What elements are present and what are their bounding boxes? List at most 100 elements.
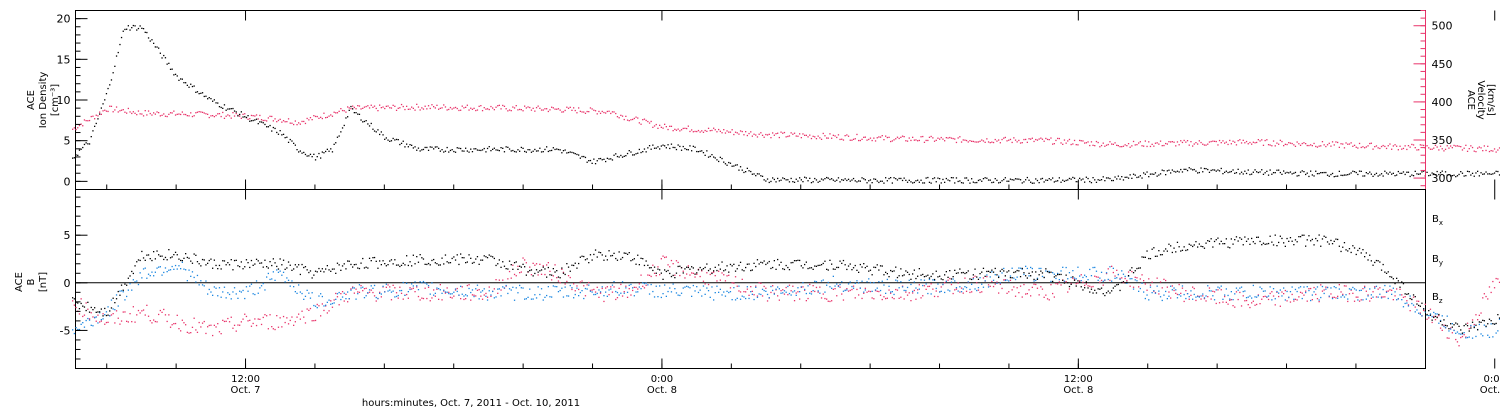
density-point (1333, 176, 1335, 178)
by-point (653, 296, 656, 298)
velocity-point (242, 113, 244, 115)
velocity-point (500, 108, 502, 110)
velocity-point (1370, 142, 1372, 144)
density-point (638, 148, 640, 151)
density-point (1138, 176, 1140, 178)
velocity-point (895, 138, 897, 140)
density-point (1473, 175, 1475, 177)
bz-point (203, 320, 205, 323)
bz-point (1345, 285, 1347, 287)
velocity-point (1350, 142, 1352, 144)
top-right-tick-label: 350 (1432, 134, 1453, 147)
velocity-point (1237, 140, 1239, 142)
bz-point (132, 306, 134, 308)
velocity-point (1121, 146, 1123, 148)
density-point (1483, 173, 1485, 175)
density-point (559, 149, 561, 151)
by-point (952, 278, 954, 280)
velocity-point (328, 115, 330, 117)
velocity-point (1434, 144, 1437, 146)
top-right-tick-label: 500 (1432, 20, 1453, 33)
by-point (1126, 282, 1128, 284)
velocity-point (626, 119, 629, 121)
velocity-point (1175, 145, 1177, 147)
by-point (890, 291, 892, 293)
velocity-point (1013, 137, 1015, 139)
bz-point (569, 276, 571, 279)
density-point (367, 123, 369, 125)
density-point (112, 72, 114, 74)
bz-point (741, 278, 743, 280)
density-point (908, 179, 910, 181)
bz-point (279, 317, 281, 319)
density-point (704, 154, 706, 156)
velocity-point (468, 109, 470, 111)
density-point (468, 151, 470, 153)
velocity-point (439, 107, 441, 109)
by-point (517, 292, 519, 294)
bz-point (520, 271, 522, 273)
density-point (772, 177, 774, 179)
velocity-point (223, 117, 226, 119)
velocity-point (205, 113, 207, 115)
by-point (901, 286, 904, 288)
velocity-point (1372, 148, 1374, 150)
velocity-point (797, 135, 799, 137)
by-point (104, 314, 106, 316)
density-point (557, 148, 560, 151)
velocity-point (635, 116, 637, 118)
velocity-point (1065, 142, 1067, 144)
bz-point (1090, 286, 1093, 288)
density-point (1011, 179, 1013, 181)
bz-point (1127, 271, 1130, 273)
bz-point (954, 289, 956, 291)
density-point (210, 98, 212, 100)
density-point (863, 178, 865, 180)
velocity-point (890, 140, 892, 143)
density-point (626, 152, 629, 155)
velocity-point (1192, 145, 1194, 147)
by-point (546, 294, 548, 297)
by-point (987, 286, 990, 288)
density-point (653, 147, 656, 149)
by-point (336, 293, 339, 295)
top-left-tick-label: 10 (57, 94, 71, 107)
density-point (982, 178, 985, 180)
by-point (864, 289, 866, 291)
density-point (88, 143, 91, 145)
density-point (1195, 170, 1197, 172)
density-point (1337, 175, 1339, 177)
density-point (466, 150, 468, 152)
density-point (510, 150, 512, 152)
density-point (117, 51, 119, 54)
by-point (964, 286, 966, 288)
density-point (500, 147, 502, 149)
by-point (1052, 272, 1054, 274)
bz-point (1305, 290, 1307, 292)
velocity-point (559, 109, 561, 111)
velocity-point (1009, 138, 1012, 141)
bz-point (1136, 277, 1138, 279)
density-point (770, 180, 772, 183)
velocity-point (387, 105, 389, 107)
density-point (706, 150, 708, 152)
velocity-point (886, 136, 888, 139)
by-point (1251, 297, 1253, 299)
bz-point (787, 294, 789, 296)
bz-point (1205, 300, 1207, 302)
velocity-point (525, 107, 527, 109)
density-point (1156, 175, 1158, 177)
by-point (687, 286, 689, 288)
bz-point (987, 284, 990, 286)
by-point (682, 287, 684, 289)
velocity-point (433, 106, 435, 108)
bz-point (977, 289, 980, 291)
by-point (279, 270, 281, 272)
by-point (1014, 278, 1017, 281)
velocity-point (380, 107, 382, 109)
bz-point (373, 295, 376, 297)
by-point (515, 287, 517, 289)
density-point (733, 165, 735, 167)
velocity-point (606, 110, 608, 113)
by-point (1094, 266, 1096, 269)
